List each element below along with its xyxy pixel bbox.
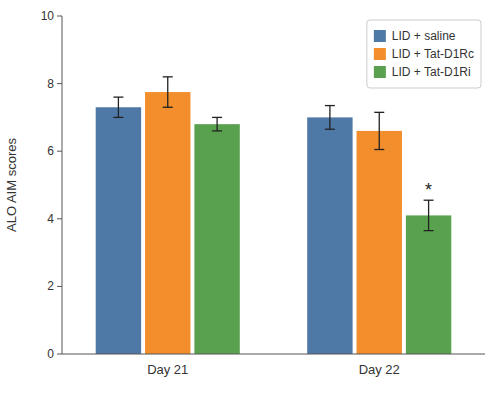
error-bar bbox=[113, 97, 123, 117]
x-tick-label: Day 21 bbox=[147, 362, 188, 377]
legend-label: LID + Tat-D1Rc bbox=[392, 47, 474, 61]
bar bbox=[357, 131, 402, 354]
bar bbox=[96, 107, 141, 354]
y-tick bbox=[57, 83, 62, 84]
bar bbox=[406, 215, 451, 354]
error-bar bbox=[163, 77, 173, 107]
y-tick-label: 10 bbox=[41, 9, 55, 23]
error-bar bbox=[374, 112, 384, 149]
x-axis bbox=[62, 354, 485, 355]
bar bbox=[194, 124, 239, 354]
y-tick bbox=[57, 354, 62, 355]
y-tick-label: 6 bbox=[47, 144, 54, 158]
chart: 0 2 4 6 8 10 Day 21 Day 22 ALO AIM scores * LID + … bbox=[0, 0, 500, 394]
y-tick bbox=[57, 16, 62, 17]
bar bbox=[145, 92, 190, 354]
legend-swatch bbox=[374, 48, 386, 60]
y-tick-label: 0 bbox=[47, 347, 54, 361]
legend-label: LID + Tat-D1Ri bbox=[392, 65, 471, 79]
legend-box bbox=[367, 20, 481, 88]
error-bar bbox=[424, 200, 434, 230]
legend-swatch bbox=[374, 30, 386, 42]
x-tick-label: Day 22 bbox=[359, 362, 400, 377]
y-axis-label: ALO AIM scores bbox=[4, 138, 19, 232]
y-axis bbox=[62, 16, 63, 354]
y-tick-label: 2 bbox=[47, 279, 54, 293]
y-tick-label: 8 bbox=[47, 77, 54, 91]
y-tick bbox=[57, 218, 62, 219]
error-bar bbox=[212, 117, 222, 131]
y-tick bbox=[57, 286, 62, 287]
annotation: * bbox=[425, 180, 432, 200]
plot-area bbox=[96, 77, 452, 354]
legend: LID + saline LID + Tat-D1Rc LID + Tat-D1Ri bbox=[367, 20, 481, 88]
y-tick bbox=[57, 151, 62, 152]
y-tick-label: 4 bbox=[47, 212, 54, 226]
legend-label: LID + saline bbox=[392, 29, 456, 43]
bar bbox=[307, 117, 352, 354]
error-bar bbox=[325, 106, 335, 130]
legend-swatch bbox=[374, 66, 386, 78]
